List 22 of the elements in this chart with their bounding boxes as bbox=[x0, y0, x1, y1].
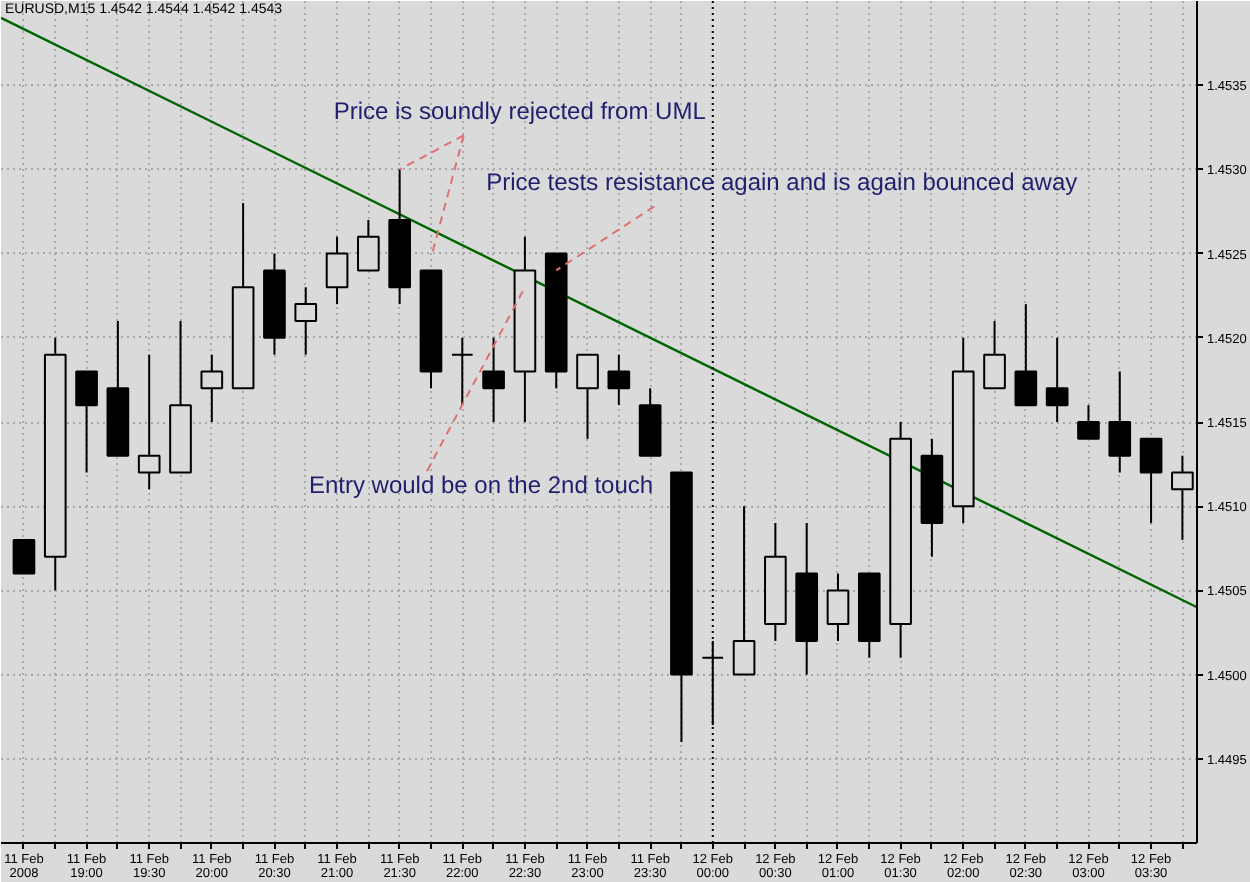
candlestick bbox=[1045, 336, 1069, 423]
candlestick bbox=[325, 235, 349, 306]
candlestick bbox=[1014, 303, 1038, 407]
candlestick bbox=[576, 353, 599, 440]
candlestick bbox=[1108, 370, 1132, 474]
candlestick bbox=[12, 538, 36, 575]
annotation: Price is soundly rejected from UML bbox=[333, 97, 707, 126]
candlestick bbox=[75, 370, 98, 474]
candlestick bbox=[450, 336, 474, 407]
candlestick bbox=[357, 218, 380, 272]
candlestick bbox=[200, 353, 224, 423]
annotation: Entry would be on the 2nd touch bbox=[308, 471, 654, 500]
candlestick bbox=[1139, 437, 1163, 525]
candlestick bbox=[732, 505, 756, 676]
candlestick bbox=[607, 353, 631, 407]
candlestick bbox=[1077, 404, 1100, 440]
candlestick bbox=[137, 353, 161, 491]
candlestick bbox=[826, 572, 850, 642]
candlestick bbox=[482, 336, 505, 423]
annotation: Price tests resistance again and is again bounced away bbox=[486, 168, 1078, 197]
candlestick bbox=[294, 286, 318, 356]
candlestick bbox=[983, 319, 1006, 390]
